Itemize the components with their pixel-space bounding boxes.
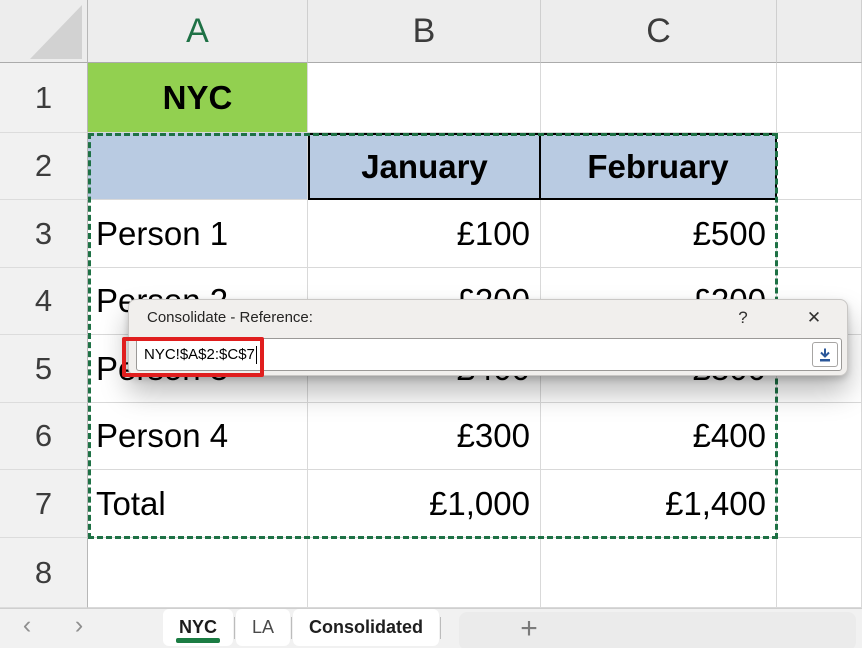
prev-sheet-arrow[interactable]: ‹: [22, 611, 32, 639]
tab-separator: [234, 616, 236, 639]
row-header-8[interactable]: 8: [0, 538, 88, 608]
sheet-tab-bar: ‹ › + NYC LA Consolidated: [0, 608, 862, 648]
row-header-1[interactable]: 1: [0, 63, 88, 133]
cell-b2[interactable]: January: [308, 133, 541, 200]
reference-input[interactable]: NYC!$A$2:$C$7: [136, 338, 842, 371]
cell-d2[interactable]: [777, 133, 862, 200]
select-all-triangle-icon: [30, 5, 82, 59]
dialog-title: Consolidate - Reference:: [147, 309, 313, 326]
row-header-5[interactable]: 5: [0, 335, 88, 403]
cell-c7[interactable]: £1,400: [541, 470, 777, 538]
cell-d1[interactable]: [777, 63, 862, 133]
close-button[interactable]: ✕: [806, 308, 822, 327]
row-header-4[interactable]: 4: [0, 268, 88, 335]
collapse-dialog-icon: [820, 348, 830, 361]
add-sheet-button[interactable]: +: [520, 612, 538, 645]
cell-a3[interactable]: Person 1: [88, 200, 308, 268]
cell-a7[interactable]: Total: [88, 470, 308, 538]
cell-b6[interactable]: £300: [308, 403, 541, 470]
next-sheet-arrow[interactable]: ›: [74, 611, 84, 639]
cell-c1[interactable]: [541, 63, 777, 133]
cell-c8[interactable]: [541, 538, 777, 608]
cell-c2[interactable]: February: [541, 133, 777, 200]
cell-d3[interactable]: [777, 200, 862, 268]
sheet-tabs: NYC LA Consolidated: [163, 609, 442, 646]
text-caret: [255, 346, 258, 365]
cell-c3[interactable]: £500: [541, 200, 777, 268]
row-header-3[interactable]: 3: [0, 200, 88, 268]
cell-b7[interactable]: £1,000: [308, 470, 541, 538]
cell-b8[interactable]: [308, 538, 541, 608]
consolidate-reference-dialog: Consolidate - Reference: ? ✕ NYC!$A$2:$C…: [128, 299, 848, 376]
cell-d6[interactable]: [777, 403, 862, 470]
cell-b3[interactable]: £100: [308, 200, 541, 268]
column-header-b[interactable]: B: [308, 0, 541, 63]
cell-d7[interactable]: [777, 470, 862, 538]
column-header-c[interactable]: C: [541, 0, 777, 63]
active-tab-underline: [176, 638, 221, 643]
collapse-dialog-button[interactable]: [812, 342, 838, 367]
select-all-corner[interactable]: [0, 0, 88, 63]
tab-nyc-label: NYC: [179, 617, 218, 637]
tab-bar-blank-area: +: [459, 612, 856, 648]
reference-input-value: NYC!$A$2:$C$7: [144, 346, 255, 363]
tab-separator: [291, 616, 293, 639]
cell-d8[interactable]: [777, 538, 862, 608]
cell-b1[interactable]: [308, 63, 541, 133]
tab-consolidated-label: Consolidated: [309, 617, 424, 637]
row-header-7[interactable]: 7: [0, 470, 88, 538]
tab-consolidated[interactable]: Consolidated: [293, 609, 440, 646]
tab-separator: [440, 616, 442, 639]
cell-a6[interactable]: Person 4: [88, 403, 308, 470]
help-button[interactable]: ?: [738, 308, 748, 327]
cell-a2[interactable]: [88, 133, 308, 200]
cell-a1[interactable]: NYC: [88, 63, 308, 133]
column-header-d[interactable]: [777, 0, 862, 63]
row-header-6[interactable]: 6: [0, 403, 88, 470]
tab-la-label: LA: [252, 617, 275, 637]
tab-la[interactable]: LA: [236, 609, 291, 646]
cell-a8[interactable]: [88, 538, 308, 608]
row-header-2[interactable]: 2: [0, 133, 88, 200]
column-header-a[interactable]: A: [88, 0, 308, 63]
tab-nyc[interactable]: NYC: [163, 609, 234, 646]
cell-c6[interactable]: £400: [541, 403, 777, 470]
